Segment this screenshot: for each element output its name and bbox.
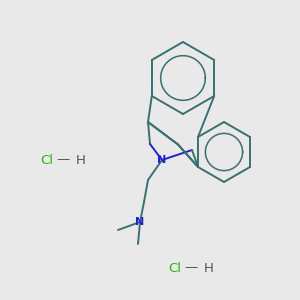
Text: N: N: [135, 217, 145, 227]
Text: H: H: [76, 154, 86, 166]
Text: H: H: [204, 262, 214, 275]
Text: N: N: [158, 155, 166, 165]
Text: Cl: Cl: [168, 262, 181, 275]
Text: Cl: Cl: [40, 154, 53, 166]
Text: —: —: [184, 262, 198, 275]
Text: —: —: [56, 154, 70, 166]
